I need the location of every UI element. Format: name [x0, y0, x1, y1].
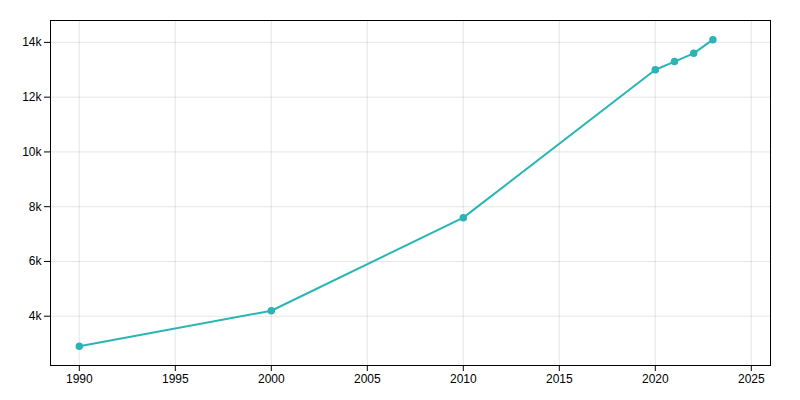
svg-text:8k: 8k	[29, 200, 43, 214]
svg-text:4k: 4k	[29, 309, 43, 323]
svg-text:2010: 2010	[450, 372, 477, 386]
svg-text:12k: 12k	[22, 90, 42, 104]
svg-text:2025: 2025	[738, 372, 765, 386]
svg-text:2005: 2005	[354, 372, 381, 386]
svg-text:2020: 2020	[642, 372, 669, 386]
svg-text:1990: 1990	[66, 372, 93, 386]
svg-text:1995: 1995	[162, 372, 189, 386]
svg-text:2000: 2000	[258, 372, 285, 386]
svg-text:6k: 6k	[29, 254, 43, 268]
svg-text:14k: 14k	[22, 35, 42, 49]
svg-text:10k: 10k	[22, 145, 42, 159]
svg-text:2015: 2015	[546, 372, 573, 386]
